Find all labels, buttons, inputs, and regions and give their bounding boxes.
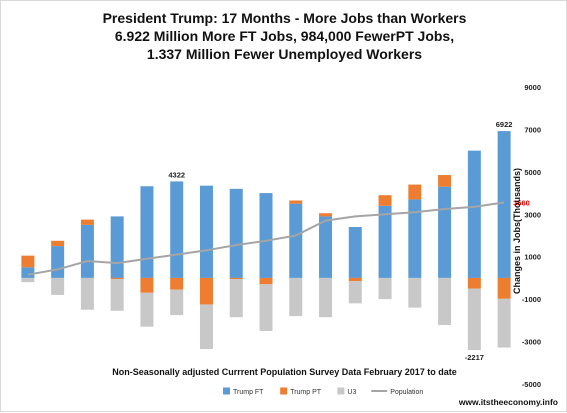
data-label-layer: 4322 6922 -2217 3560: [168, 120, 529, 362]
chart-subtitle-1: 6.922 Million More FT Jobs, 984,000 Fewe…: [114, 28, 455, 44]
ft-bar-16: [497, 131, 511, 278]
data-label: 3560: [513, 198, 530, 207]
population-line: [27, 201, 505, 276]
legend-swatch-trump-pt: [280, 387, 288, 395]
ft-bar-13: [408, 199, 422, 278]
legend: Trump FT Trump PT U3 Population: [223, 387, 423, 396]
u3-bar-5: [170, 289, 184, 316]
pt-bar-7: [229, 277, 243, 279]
ft-bar-5: [170, 181, 184, 278]
ft-bar-12: [378, 205, 392, 278]
ft-bar-1: [51, 246, 65, 278]
pt-bar-15: [467, 277, 481, 289]
ft-bar-14: [438, 186, 452, 278]
legend-label: Trump FT: [233, 389, 264, 396]
data-label: 4322: [168, 170, 185, 179]
ft-bar-4: [140, 186, 154, 278]
ft-bar-7: [229, 188, 243, 278]
pt-bar-2: [80, 219, 94, 225]
y-tick-label: -1000: [522, 295, 541, 304]
y-tick-label: -3000: [522, 338, 541, 347]
u3-bar-2: [80, 277, 94, 310]
ft-bar-10: [319, 216, 333, 278]
footer-note: Non-Seasonally adjusted Currrent Populat…: [112, 367, 457, 377]
data-label: 6922: [496, 120, 513, 129]
u3-bar-3: [110, 278, 124, 311]
y-tick-label: 3000: [524, 210, 541, 219]
pt-bar-12: [378, 195, 392, 206]
chart-subtitle-2: 1.337 Million Fewer Unemployed Workers: [146, 46, 423, 62]
ft-bar-8: [259, 193, 273, 278]
pt-bar-8: [259, 277, 273, 285]
u3-bar-12: [378, 277, 392, 300]
y-tick-label: 9000: [524, 83, 541, 92]
ft-bar-0: [21, 267, 35, 278]
u3-bar-4: [140, 292, 154, 327]
pt-bar-16: [497, 277, 511, 299]
u3-bar-10: [319, 277, 333, 318]
website-label: www.itstheeconomy.info: [458, 397, 558, 407]
pt-bar-1: [51, 240, 65, 247]
u3-bar-8: [259, 284, 273, 331]
pt-bar-6: [199, 277, 213, 305]
legend-label: U3: [347, 389, 356, 396]
bar-layer: [21, 131, 511, 351]
population-line-layer: [27, 201, 505, 276]
pt-bar-14: [438, 175, 452, 187]
ft-bar-15: [467, 150, 481, 278]
u3-bar-6: [199, 304, 213, 349]
pt-bar-4: [140, 277, 154, 293]
u3-bar-1: [51, 277, 65, 295]
pt-bar-9: [289, 200, 303, 204]
pt-bar-13: [408, 184, 422, 200]
y-axis-label: Changes in Jobs(Thousands): [512, 168, 522, 295]
data-label: -2217: [465, 353, 484, 362]
u3-bar-7: [229, 278, 243, 318]
y-tick-label: -5000: [522, 380, 541, 389]
y-tick-label: 1000: [524, 253, 541, 262]
legend-swatch-u3: [337, 387, 345, 395]
pt-bar-10: [319, 213, 333, 217]
pt-bar-5: [170, 277, 184, 290]
u3-bar-9: [289, 277, 303, 317]
chart-title: President Trump: 17 Months - More Jobs t…: [102, 10, 467, 26]
y-axis-ticks: -5000 -3000 -1000 1000 3000 5000 7000 9000: [522, 83, 541, 389]
legend-label: Population: [390, 389, 423, 396]
ft-bar-3: [110, 216, 124, 278]
legend-swatch-trump-ft: [223, 387, 230, 395]
ft-bar-2: [80, 224, 94, 278]
pt-bar-11: [348, 277, 362, 282]
u3-bar-13: [408, 277, 422, 308]
ft-bar-6: [199, 185, 213, 278]
y-tick-label: 7000: [524, 125, 541, 134]
u3-bar-16: [497, 298, 511, 348]
u3-bar-15: [467, 288, 481, 351]
pt-bar-3: [110, 277, 124, 279]
y-tick-label: 5000: [524, 168, 541, 177]
ft-bar-9: [289, 203, 303, 278]
u3-bar-0: [21, 277, 35, 283]
pt-bar-0: [21, 255, 35, 268]
u3-bar-11: [348, 281, 362, 304]
legend-label: Trump PT: [290, 389, 322, 396]
u3-bar-14: [438, 277, 452, 325]
ft-bar-11: [348, 227, 362, 278]
